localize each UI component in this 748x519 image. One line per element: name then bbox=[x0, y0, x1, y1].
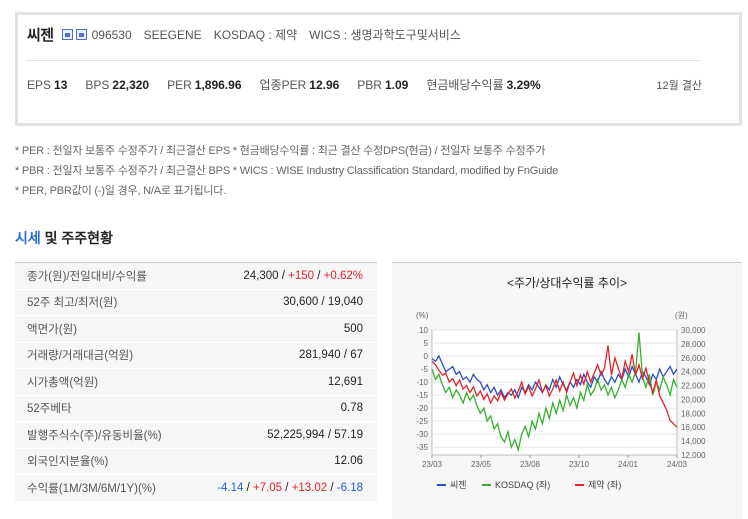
left-tick-label: 5 bbox=[424, 339, 429, 348]
row-value: 12.06 bbox=[334, 455, 363, 468]
left-tick-label: -30 bbox=[416, 430, 428, 439]
left-tick-label: -35 bbox=[416, 443, 428, 452]
left-tick-label: 0 bbox=[424, 352, 429, 361]
row-value: 52,225,994 / 57.19 bbox=[267, 428, 363, 441]
legend-label: KOSDAQ (좌) bbox=[495, 480, 550, 490]
summary-divider bbox=[26, 60, 701, 61]
stat-eps: EPS 13 bbox=[27, 77, 68, 92]
table-row: 종가(원)/전일대비/수익률 24,300 / +150 / +0.62% bbox=[15, 263, 377, 290]
table-row: 시가총액(억원) 12,691 bbox=[15, 369, 377, 396]
footnotes: * PER : 전일자 보통주 수정주가 / 최근결산 EPS * 현금배당수익… bbox=[15, 141, 558, 201]
right-tick-label: 22,000 bbox=[681, 382, 706, 391]
footnote-pbr: * PBR : 전일자 보통주 수정주가 / 최근결산 BPS * WICS :… bbox=[15, 165, 559, 177]
building-icon[interactable] bbox=[61, 29, 73, 40]
stock-header: 씨젠 096530 SEEGENE KOSDAQ : 제약 WICS : 생명과… bbox=[27, 24, 473, 45]
table-row: 거래량/거래대금(억원) 281,940 / 67 bbox=[15, 343, 377, 369]
row-label: 발행주식수(주)/유동비율(%) bbox=[27, 429, 162, 442]
table-row: 발행주식수(주)/유동비율(%) 52,225,994 / 57.19 bbox=[15, 422, 377, 449]
price-table: 종가(원)/전일대비/수익률 24,300 / +150 / +0.62% 52… bbox=[15, 262, 377, 502]
row-label: 시가총액(억원) bbox=[27, 376, 99, 389]
right-tick-label: 30,000 bbox=[681, 326, 706, 335]
row-value: 0.78 bbox=[340, 402, 363, 415]
left-tick-label: -25 bbox=[416, 417, 428, 426]
table-row: 52주베타 0.78 bbox=[15, 396, 377, 422]
row-value: 500 bbox=[343, 322, 363, 335]
series-line-1 bbox=[431, 332, 678, 453]
left-tick-label: -20 bbox=[416, 404, 428, 413]
legend-label: 씨젠 bbox=[450, 480, 467, 490]
legend-label: 제약 (좌) bbox=[588, 479, 621, 490]
row-value: 281,940 / 67 bbox=[299, 349, 363, 362]
valuation-stats: EPS 13 BPS 22,320 PER 1,896.96 업종PER 12.96 P… bbox=[27, 76, 702, 93]
stat-pbr: PBR 1.09 bbox=[357, 77, 409, 92]
row-label: 52주베타 bbox=[27, 403, 72, 416]
x-tick-label: 24/01 bbox=[618, 460, 639, 469]
right-tick-label: 26,000 bbox=[681, 354, 706, 363]
row-label: 수익률(1M/3M/6M/1Y)(%) bbox=[27, 482, 156, 495]
stat-per: PER 1,896.96 bbox=[167, 77, 242, 92]
row-value: 30,600 / 19,040 bbox=[283, 296, 363, 309]
stat-bps: BPS 22,320 bbox=[85, 77, 150, 92]
wics-sector: WICS : 생명과학도구및서비스 bbox=[309, 28, 461, 42]
row-label: 액면가(원) bbox=[27, 323, 77, 336]
footnote-negative: * PER, PBR값이 (-)일 경우, N/A로 표기됩니다. bbox=[15, 185, 227, 197]
left-tick-label: -10 bbox=[416, 378, 428, 387]
chart-title: <주가/상대수익률 추이> bbox=[506, 276, 628, 290]
table-row: 52주 최고/최저(원) 30,600 / 19,040 bbox=[15, 290, 377, 316]
market-sector: KOSDAQ : 제약 bbox=[213, 28, 298, 42]
table-row: 수익률(1M/3M/6M/1Y)(%) -4.14 / +7.05 / +13.… bbox=[15, 475, 377, 502]
table-row: 외국인지분율(%) 12.06 bbox=[15, 449, 377, 475]
x-tick-label: 23/03 bbox=[422, 460, 443, 469]
footnote-per: * PER : 전일자 보통주 수정주가 / 최근결산 EPS * 현금배당수익… bbox=[15, 145, 546, 157]
row-label: 거래량/거래대금(억원) bbox=[27, 350, 134, 363]
series-line-2 bbox=[431, 345, 678, 428]
x-tick-label: 23/05 bbox=[471, 460, 492, 469]
section-title: 시세 및 주주현황 bbox=[15, 230, 113, 246]
stat-dividend-yield: 현금배당수익률 3.29% bbox=[426, 78, 541, 92]
right-tick-label: 16,000 bbox=[681, 423, 706, 432]
right-tick-label: 18,000 bbox=[681, 409, 706, 418]
row-label: 외국인지분율(%) bbox=[27, 456, 109, 469]
stock-summary-box bbox=[15, 12, 742, 126]
stock-code: 096530 bbox=[91, 27, 132, 42]
right-tick-label: 14,000 bbox=[681, 437, 706, 446]
right-tick-label: 20,000 bbox=[681, 395, 706, 404]
english-name: SEEGENE bbox=[143, 27, 202, 42]
stat-industry-per: 업종PER 12.96 bbox=[259, 78, 340, 92]
returns-value: -4.14 / +7.05 / +13.02 / -6.18 bbox=[217, 481, 363, 494]
x-tick-label: 23/08 bbox=[520, 460, 541, 469]
row-label: 52주 최고/최저(원) bbox=[27, 297, 118, 310]
left-tick-label: -15 bbox=[416, 391, 428, 400]
price-value: 24,300 / +150 / +0.62% bbox=[243, 269, 363, 282]
price-chart: 10 5 0 -5 -10 -15 -20 -25 -30 -35 30,000 28,000 26,0… bbox=[416, 311, 706, 490]
row-label: 종가(원)/전일대비/수익률 bbox=[27, 270, 147, 283]
document-icon[interactable] bbox=[75, 29, 87, 40]
left-tick-label: -5 bbox=[421, 365, 429, 374]
right-tick-label: 24,000 bbox=[681, 368, 706, 377]
x-tick-label: 24/03 bbox=[667, 460, 688, 469]
right-tick-label: 12,000 bbox=[681, 451, 706, 460]
left-axis-unit: (%) bbox=[416, 311, 429, 320]
right-axis-unit: (원) bbox=[675, 311, 688, 320]
company-name: 씨젠 bbox=[27, 27, 54, 44]
settlement-month: 12월 결산 bbox=[656, 79, 702, 92]
price-chart-panel: <주가/상대수익률 추이> 10 5 0 -5 -10 -15 -20 -25 -30 -35 30… bbox=[392, 262, 742, 519]
table-row: 액면가(원) 500 bbox=[15, 316, 377, 343]
row-value: 12,691 bbox=[327, 375, 363, 388]
x-tick-label: 23/10 bbox=[569, 460, 590, 469]
right-tick-label: 28,000 bbox=[681, 340, 706, 349]
left-tick-label: 10 bbox=[419, 326, 428, 335]
